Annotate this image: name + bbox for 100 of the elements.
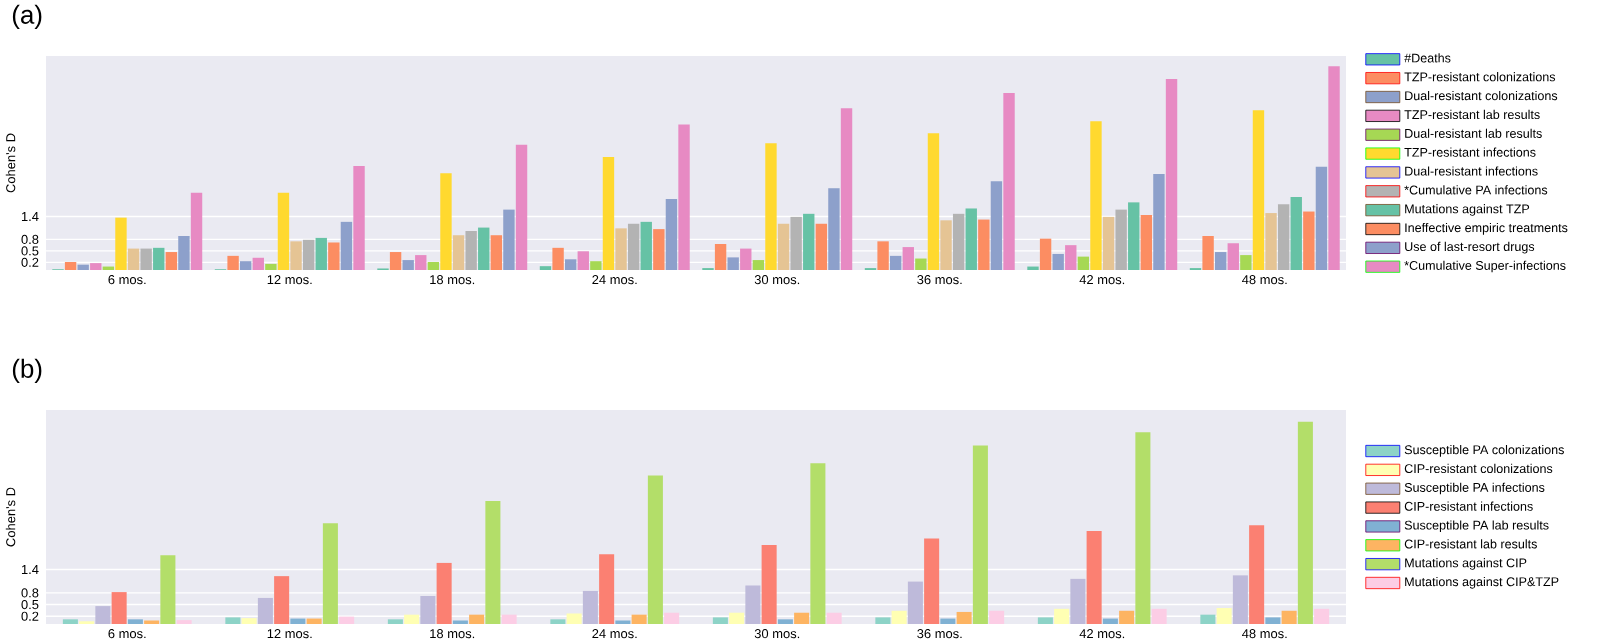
bar	[761, 545, 777, 624]
bar	[440, 173, 452, 270]
bar	[582, 590, 598, 624]
bar	[328, 242, 340, 270]
bar	[290, 241, 302, 270]
bar	[90, 263, 102, 270]
bar	[564, 259, 577, 270]
bar	[640, 221, 652, 270]
bar	[465, 231, 477, 270]
bar	[353, 166, 365, 270]
bar	[1037, 617, 1053, 624]
bar	[840, 108, 853, 270]
bar	[1165, 78, 1178, 270]
bar	[631, 614, 647, 624]
bar	[95, 606, 111, 624]
bar	[1054, 608, 1070, 624]
bar	[647, 475, 663, 624]
bar	[952, 213, 965, 270]
bar	[501, 614, 517, 624]
bar	[515, 144, 528, 270]
bar	[64, 261, 77, 270]
bar	[389, 252, 402, 270]
bar	[989, 610, 1005, 624]
bar	[1102, 618, 1118, 624]
bar	[1052, 253, 1064, 270]
bar	[978, 219, 990, 270]
bar	[1102, 216, 1115, 270]
bar	[745, 585, 761, 624]
bar	[1315, 166, 1328, 270]
bar	[828, 188, 840, 270]
bar	[972, 445, 988, 624]
bar	[1232, 575, 1248, 624]
bar	[1303, 211, 1315, 270]
bar	[277, 192, 290, 270]
bar	[427, 261, 440, 270]
bar	[127, 248, 140, 270]
bar	[627, 223, 640, 270]
bar	[615, 228, 627, 270]
bar	[714, 244, 727, 270]
bar	[602, 156, 615, 270]
bar	[727, 257, 739, 270]
bar	[274, 576, 290, 624]
bar	[1200, 614, 1216, 624]
bar	[290, 618, 306, 624]
bar	[160, 555, 176, 624]
bar	[490, 235, 503, 270]
bar	[924, 538, 940, 624]
bar	[1297, 421, 1313, 624]
bar	[402, 260, 414, 270]
bar	[1065, 245, 1077, 270]
bar	[940, 220, 952, 270]
bar	[902, 247, 914, 270]
bar	[469, 614, 485, 624]
bar	[956, 611, 972, 624]
bar	[891, 610, 907, 624]
bar	[1277, 204, 1290, 270]
bar	[1328, 66, 1340, 270]
bar	[777, 223, 790, 270]
bar	[1281, 610, 1297, 624]
bar	[599, 554, 615, 624]
bar	[665, 198, 678, 270]
bar	[1202, 235, 1214, 270]
bar	[877, 241, 889, 270]
bar	[927, 133, 940, 270]
bar	[257, 597, 273, 624]
bar	[178, 235, 190, 270]
bar	[1115, 209, 1127, 270]
bar	[1039, 238, 1052, 270]
bar	[752, 260, 765, 270]
bar	[436, 562, 452, 624]
bar	[875, 617, 891, 624]
bar	[265, 263, 277, 270]
bar	[1227, 243, 1239, 270]
bar	[712, 617, 728, 624]
bar	[252, 257, 264, 270]
bar	[1119, 610, 1135, 624]
bar	[322, 523, 338, 624]
bar	[302, 239, 315, 270]
bar	[790, 216, 802, 270]
bar	[990, 181, 1003, 270]
bar	[315, 237, 327, 270]
bar	[577, 251, 589, 270]
bar	[1003, 93, 1015, 270]
bar	[115, 217, 127, 270]
bar	[165, 252, 178, 270]
bar	[1214, 252, 1227, 270]
bar	[111, 592, 127, 624]
chart-title: (a)	[12, 4, 42, 30]
bar	[153, 247, 165, 270]
bar	[404, 614, 420, 624]
bar	[1077, 256, 1090, 270]
bar	[227, 255, 239, 270]
bar	[1240, 255, 1252, 270]
bar	[915, 258, 927, 270]
bar	[740, 248, 752, 270]
bar	[1249, 525, 1265, 624]
bar	[590, 261, 602, 270]
bar	[664, 612, 680, 624]
bar	[452, 235, 465, 270]
bar	[77, 264, 89, 270]
